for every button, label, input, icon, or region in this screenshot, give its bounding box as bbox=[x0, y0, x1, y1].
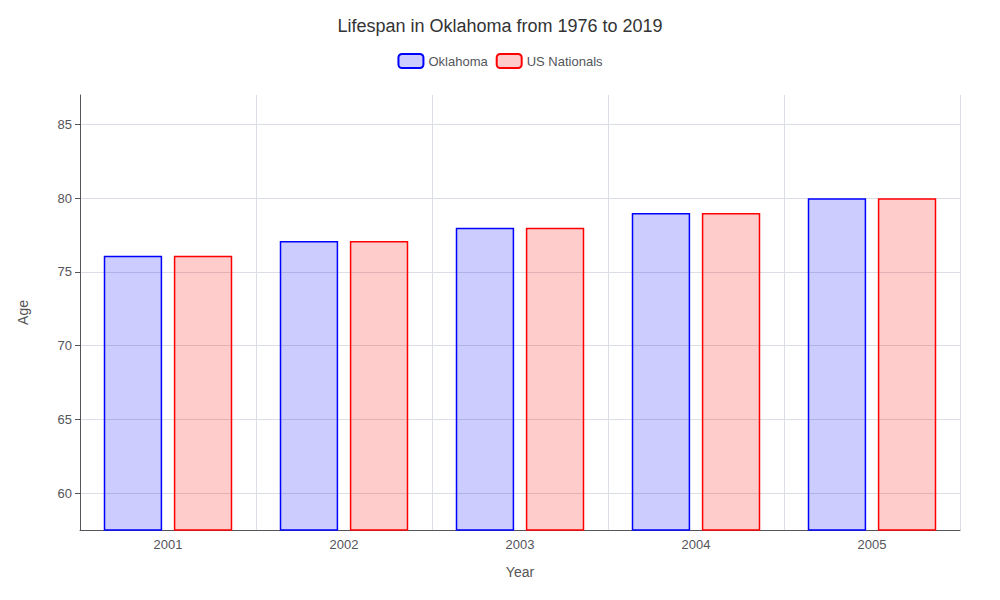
svg-text:65: 65 bbox=[58, 412, 72, 427]
svg-text:60: 60 bbox=[58, 486, 72, 501]
svg-text:75: 75 bbox=[58, 264, 72, 279]
svg-text:Year: Year bbox=[506, 564, 535, 580]
svg-text:80: 80 bbox=[58, 191, 72, 206]
svg-text:Oklahoma: Oklahoma bbox=[428, 54, 488, 69]
svg-text:Lifespan in Oklahoma from 1976: Lifespan in Oklahoma from 1976 to 2019 bbox=[337, 16, 662, 36]
svg-text:70: 70 bbox=[58, 338, 72, 353]
svg-text:2005: 2005 bbox=[858, 537, 887, 552]
svg-text:2002: 2002 bbox=[330, 537, 359, 552]
svg-text:2003: 2003 bbox=[506, 537, 535, 552]
svg-text:2004: 2004 bbox=[682, 537, 711, 552]
svg-text:Age: Age bbox=[15, 300, 31, 325]
svg-text:US Nationals: US Nationals bbox=[527, 54, 603, 69]
svg-text:85: 85 bbox=[58, 117, 72, 132]
svg-text:2001: 2001 bbox=[154, 537, 183, 552]
